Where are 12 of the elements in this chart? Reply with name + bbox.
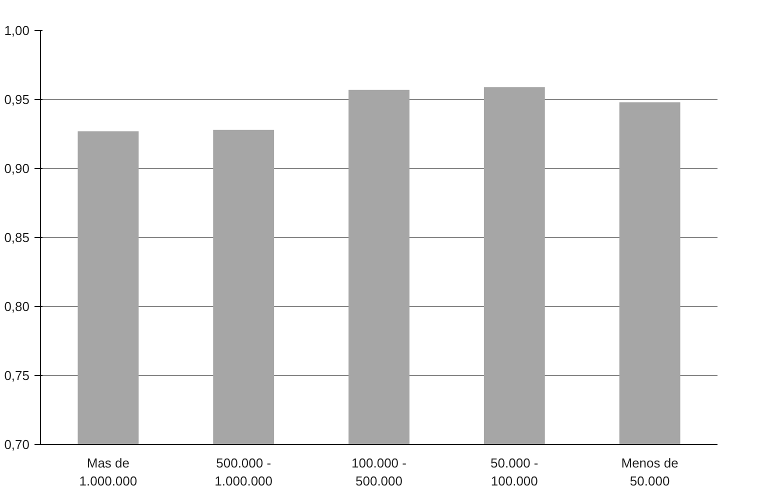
y-tick-label: 0,80 xyxy=(4,299,30,314)
y-tick-label: 0,95 xyxy=(4,92,30,107)
y-tick-label: 0,75 xyxy=(4,368,30,383)
y-tick-label: 0,85 xyxy=(4,230,30,245)
y-tick-label: 0,90 xyxy=(4,161,30,176)
x-tick-label: Mas de 1.000.000 xyxy=(79,456,138,488)
y-tick-label: 1,00 xyxy=(4,23,30,38)
x-tick-label: 500.000 - 1.000.000 xyxy=(214,456,273,488)
x-tick-label: 100.000 - 500.000 xyxy=(352,456,406,488)
x-tick-label: 50.000 - 100.000 xyxy=(490,456,538,488)
y-tick-label: 0,70 xyxy=(4,437,30,452)
x-tick-label: Menos de 50.000 xyxy=(621,456,678,488)
